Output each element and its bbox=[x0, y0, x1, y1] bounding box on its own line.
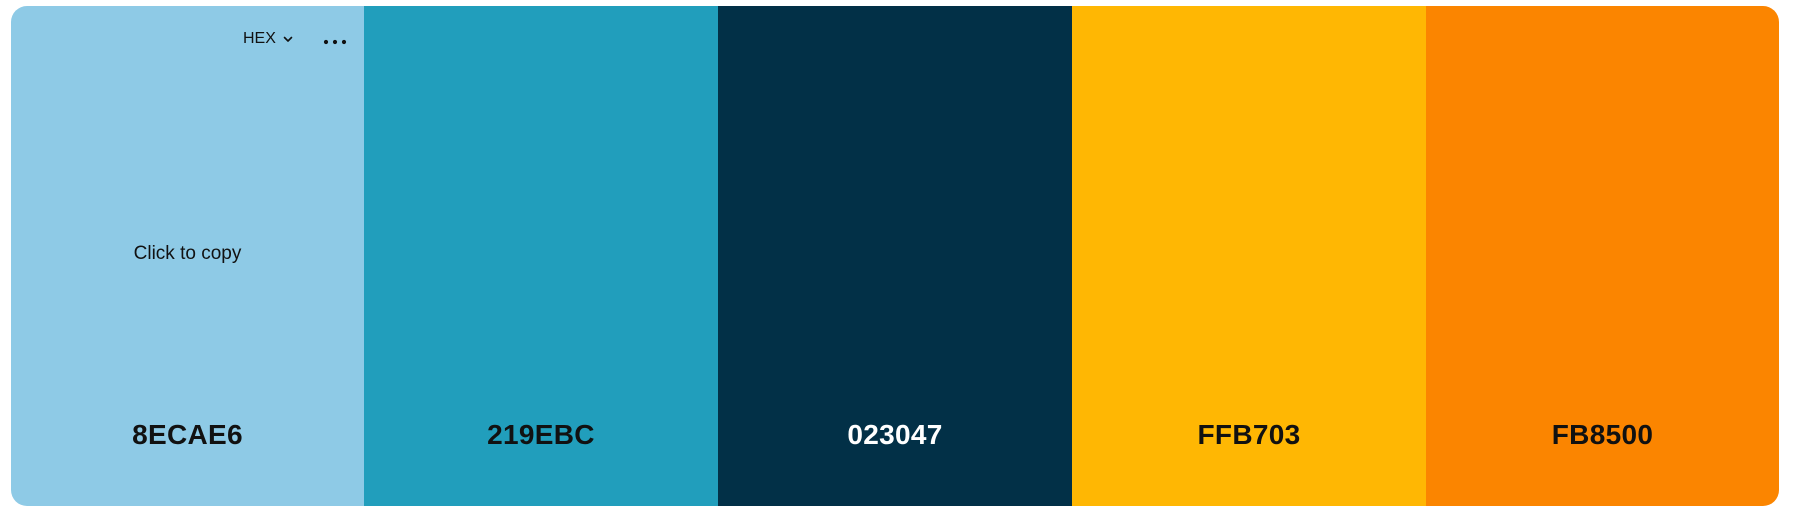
hex-code-label[interactable]: FB8500 bbox=[1551, 419, 1654, 450]
swatch-toolbar: HEX bbox=[243, 30, 294, 48]
color-swatch-2[interactable]: 219EBC bbox=[364, 6, 718, 506]
color-swatch-5[interactable]: FB8500 bbox=[1426, 6, 1779, 506]
hex-code-label[interactable]: FFB703 bbox=[1197, 419, 1301, 450]
chevron-down-icon bbox=[283, 36, 293, 42]
color-format-label: HEX bbox=[243, 30, 276, 47]
click-to-copy-hint: Click to copy bbox=[133, 243, 242, 264]
color-swatch-1[interactable]: HEX Click to copy 8ECAE6 bbox=[11, 6, 364, 506]
color-swatch-4[interactable]: FFB703 bbox=[1072, 6, 1426, 506]
hex-code-label[interactable]: 8ECAE6 bbox=[132, 419, 243, 450]
more-options-icon[interactable] bbox=[321, 34, 349, 50]
hex-code-label[interactable]: 219EBC bbox=[487, 419, 595, 450]
hex-code-label[interactable]: 023047 bbox=[847, 419, 943, 450]
color-swatch-3[interactable]: 023047 bbox=[718, 6, 1072, 506]
color-format-select[interactable]: HEX bbox=[243, 30, 294, 48]
color-palette: HEX Click to copy 8ECAE6 219EBC 023047 F… bbox=[11, 6, 1779, 506]
